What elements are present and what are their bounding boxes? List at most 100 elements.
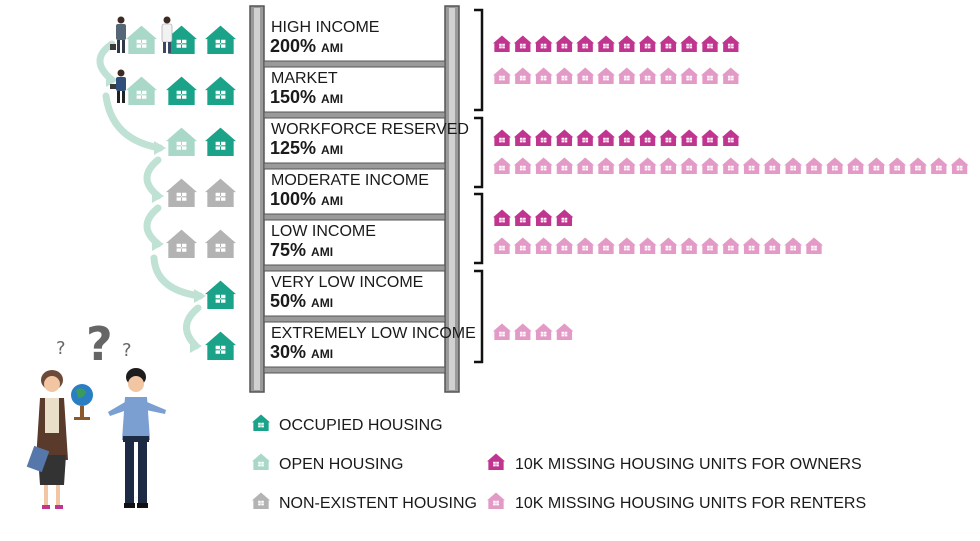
renter-house-icon <box>701 67 719 84</box>
owner-house-icon <box>597 129 615 146</box>
rung-name: LOW INCOME <box>271 223 376 240</box>
owner-house-icon <box>638 129 657 146</box>
owner-house-icon <box>555 35 574 52</box>
owner-house-icon <box>617 129 636 146</box>
owner-house-icon <box>617 35 636 52</box>
owner-house-icon <box>680 129 699 146</box>
curved-arrow <box>102 92 164 152</box>
legend-open-label: OPEN HOUSING <box>279 456 403 473</box>
arrow-head <box>190 339 202 353</box>
svg-text:125%AMI: 125% AMI <box>270 138 343 158</box>
rung-percent: 75% <box>270 240 306 260</box>
open-house-icon <box>126 25 157 54</box>
renter-house-icon <box>638 237 657 254</box>
renter-house-icon <box>680 157 699 174</box>
renter-house-icon <box>493 67 511 84</box>
renter-house-icon <box>805 237 823 254</box>
rung-percent: 125% <box>270 138 316 158</box>
renter-house-icon <box>659 157 678 174</box>
ladder-rung <box>263 366 446 374</box>
open-house-icon <box>252 453 270 470</box>
owner-house-icon <box>597 35 615 52</box>
owner-house-icon <box>513 35 532 52</box>
renter-house-icon <box>617 157 636 174</box>
police-officer-illustration <box>108 368 166 508</box>
owner-house-icon <box>721 35 740 52</box>
renter-house-icon <box>680 237 699 254</box>
ladder-rung <box>263 60 446 68</box>
ladder-rung <box>263 315 446 323</box>
svg-text:200%AMI: 200% AMI <box>270 36 343 56</box>
renter-house-icon <box>493 157 511 174</box>
renter-house-icon <box>617 237 636 254</box>
owner-house-icon <box>487 453 505 470</box>
renter-house-icon <box>597 157 615 174</box>
svg-text:150%AMI: 150% AMI <box>270 87 343 107</box>
renter-house-icon <box>555 237 574 254</box>
rung-name: HIGH INCOME <box>271 19 379 36</box>
rung-ami: AMI <box>311 347 333 361</box>
owner-house-icon <box>493 129 511 146</box>
rung-ami: AMI <box>321 41 343 55</box>
renter-house-icon <box>701 157 719 174</box>
curved-arrow <box>150 254 204 300</box>
renter-house-icon <box>763 157 782 174</box>
owner-partial-house-icon <box>576 209 586 226</box>
occupied-house-icon <box>205 76 236 105</box>
owner-house-icon <box>680 35 699 52</box>
arrow-head <box>152 237 164 251</box>
person-doctor-icon <box>161 16 173 53</box>
renter-house-icon <box>487 492 505 509</box>
owner-house-icon <box>701 35 719 52</box>
renter-house-icon <box>659 237 678 254</box>
renter-house-icon <box>638 67 657 84</box>
owner-house-icon <box>513 209 532 226</box>
question-marks-icon: ? ? ? <box>56 317 132 371</box>
svg-text:75%AMI: 75% AMI <box>270 240 333 260</box>
occupied-house-icon <box>205 331 236 360</box>
rung-ami: AMI <box>321 143 343 157</box>
renter-house-icon <box>576 237 595 254</box>
renter-house-icon <box>493 323 511 340</box>
renter-house-icon <box>513 157 532 174</box>
renter-house-icon <box>867 157 886 174</box>
renter-house-icon <box>513 67 532 84</box>
renter-house-icon <box>721 67 740 84</box>
arrow-head <box>152 189 164 203</box>
person-businessman-icon <box>110 16 126 53</box>
svg-text:?: ? <box>56 338 66 359</box>
ladder-rung <box>263 162 446 170</box>
rung-ami: AMI <box>311 296 333 310</box>
renter-house-icon <box>659 67 678 84</box>
rung-name: MODERATE INCOME <box>271 172 429 189</box>
left-house-grid <box>126 25 236 360</box>
legend-renter-label: 10K MISSING HOUSING UNITS FOR RENTERS <box>515 495 866 512</box>
renter-house-icon <box>950 157 969 174</box>
renter-house-icon <box>888 157 907 174</box>
renter-house-icon <box>721 157 740 174</box>
owner-house-icon <box>576 35 595 52</box>
arrow-head <box>154 141 166 155</box>
svg-text:?: ? <box>122 340 132 361</box>
occupied-house-icon <box>205 127 236 156</box>
renter-house-icon <box>493 237 511 254</box>
ladder-rung <box>263 213 446 221</box>
rung-name: MARKET <box>271 70 338 87</box>
renter-house-icon <box>555 323 574 340</box>
renter-house-icon <box>784 237 803 254</box>
renter-house-icon <box>534 237 553 254</box>
nonexistent-house-icon <box>205 229 236 258</box>
owner-house-icon <box>493 35 511 52</box>
rung-percent: 200% <box>270 36 316 56</box>
owner-house-icon <box>534 35 553 52</box>
owner-house-icon <box>659 35 678 52</box>
renter-house-icon <box>763 237 782 254</box>
renter-house-icon <box>929 157 948 174</box>
rung-ami: AMI <box>321 194 343 208</box>
rung-percent: 150% <box>270 87 316 107</box>
